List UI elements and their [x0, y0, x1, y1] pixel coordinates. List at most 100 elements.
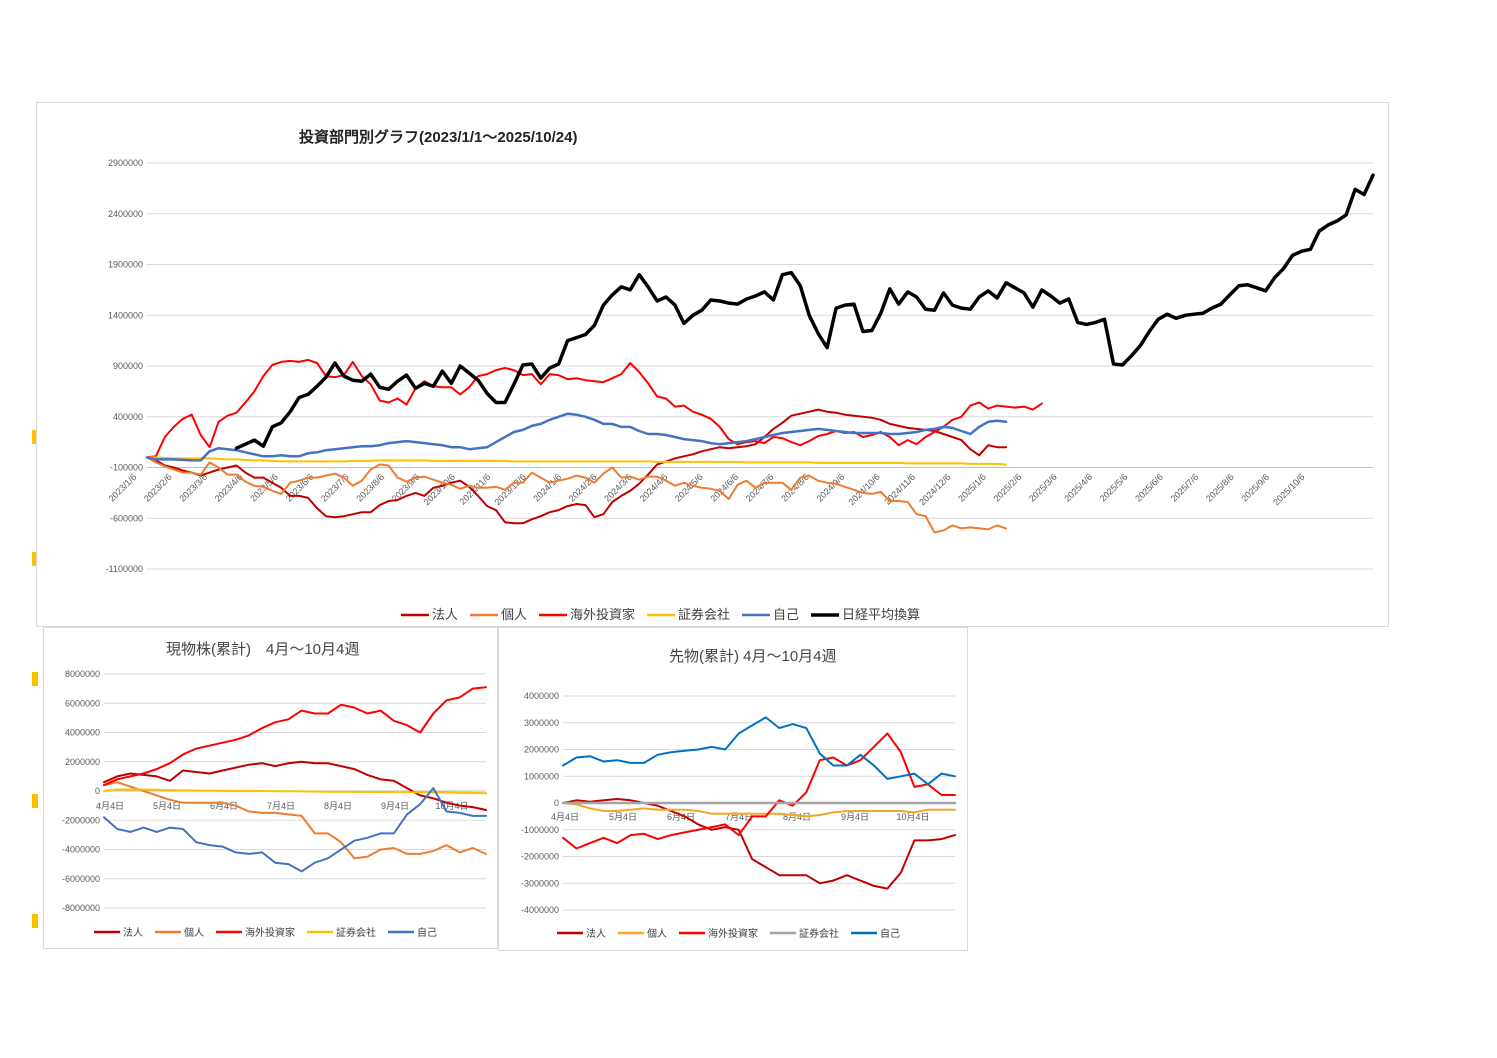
legend-label: 証券会社 — [336, 926, 376, 939]
legend-label: 自己 — [773, 607, 799, 622]
series-line — [103, 686, 487, 787]
x-tick-label: 10月4日 — [896, 812, 929, 822]
legend-label: 海外投資家 — [245, 926, 295, 939]
x-tick-label: 2025/9/6 — [1239, 472, 1271, 504]
x-tick-label: 2024/9/6 — [815, 472, 847, 504]
series-line — [146, 456, 1008, 466]
x-tick-label: 8月4日 — [783, 812, 811, 822]
y-tick-label: -2000000 — [62, 815, 100, 825]
x-tick-label: 2025/4/6 — [1062, 472, 1094, 504]
x-tick-label: 2023/2/6 — [142, 472, 174, 504]
y-tick-label: -8000000 — [62, 903, 100, 913]
x-tick-label: 2025/10/6 — [1271, 472, 1306, 507]
y-tick-label: -1000000 — [521, 825, 559, 835]
x-tick-label: 4月4日 — [551, 812, 579, 822]
investor-category-chart: 投資部門別グラフ(2023/1/1〜2025/10/24) 2900000 2400… — [106, 128, 1375, 622]
y-tick-label: 2000000 — [65, 757, 100, 767]
y-tick-label: 1900000 — [108, 260, 143, 270]
y-tick-label: 1000000 — [524, 771, 559, 781]
legend-label: 日経平均換算 — [842, 607, 920, 622]
x-tick-label: 2023/8/6 — [354, 472, 386, 504]
series-line — [234, 173, 1375, 450]
side-marker — [32, 914, 38, 928]
y-tick-label: 4000000 — [65, 728, 100, 738]
x-tick-label: 2023/3/6 — [177, 472, 209, 504]
series-line — [562, 802, 956, 818]
y-tick-label: 2900000 — [108, 158, 143, 168]
x-tick-label: 10月4日 — [435, 801, 468, 811]
legend-label: 海外投資家 — [570, 607, 635, 622]
x-tick-label: 9月4日 — [381, 801, 409, 811]
x-tick-label: 6月4日 — [667, 812, 695, 822]
x-tick-label: 6月4日 — [210, 801, 238, 811]
x-tick-label: 7月4日 — [725, 812, 753, 822]
cash-equity-cumulative-chart-panel: 現物株(累計) 4月〜10月4週 8000000 6000000 4000000 200… — [43, 627, 498, 949]
side-marker — [32, 552, 38, 566]
cash-equity-cumulative-chart: 現物株(累計) 4月〜10月4週 8000000 6000000 4000000 200… — [62, 641, 487, 939]
side-marker — [32, 672, 38, 686]
x-tick-label: 8月4日 — [324, 801, 352, 811]
y-tick-label: 900000 — [113, 361, 143, 371]
legend-label: 法人 — [123, 926, 143, 939]
x-tick-label: 2023/11/6 — [458, 472, 493, 507]
y-tick-label: 2000000 — [524, 745, 559, 755]
x-tick-label: 2025/6/6 — [1133, 472, 1165, 504]
y-tick-label: -100000 — [110, 463, 143, 473]
legend-label: 自己 — [880, 927, 900, 940]
series-line — [562, 798, 956, 890]
x-tick-label: 5月4日 — [153, 801, 181, 811]
y-tick-label: 2400000 — [108, 209, 143, 219]
x-tick-label: 2025/8/6 — [1204, 472, 1236, 504]
x-tick-label: 4月4日 — [96, 801, 124, 811]
investor-category-chart-panel: 投資部門別グラフ(2023/1/1〜2025/10/24) 2900000 2400… — [36, 102, 1389, 627]
series-line — [146, 408, 1008, 525]
chart-title: 現物株(累計) 4月〜10月4週 — [166, 641, 359, 658]
side-marker — [32, 794, 38, 808]
legend-label: 個人 — [184, 926, 204, 939]
legend-label: 自己 — [417, 926, 437, 939]
x-tick-label: 2023/1/6 — [107, 472, 139, 504]
y-tick-label: 1400000 — [108, 310, 143, 320]
series-line — [562, 716, 956, 786]
legend-label: 個人 — [647, 927, 667, 940]
y-tick-label: -4000000 — [521, 905, 559, 915]
series-line — [562, 732, 956, 850]
series-line — [103, 788, 487, 795]
x-tick-label: 2025/3/6 — [1027, 472, 1059, 504]
series-line — [103, 787, 487, 873]
legend-label: 証券会社 — [799, 927, 839, 940]
y-tick-label: 3000000 — [524, 718, 559, 728]
x-tick-label: 2023/12/6 — [492, 472, 527, 507]
y-tick-label: -3000000 — [521, 878, 559, 888]
chart-title: 先物(累計) 4月〜10月4週 — [669, 648, 837, 665]
y-tick-label: 6000000 — [65, 698, 100, 708]
x-tick-label: 2024/7/6 — [744, 472, 776, 504]
futures-cumulative-chart: 先物(累計) 4月〜10月4週 4000000 3000000 2000000 1000… — [521, 648, 957, 940]
series-line — [103, 760, 487, 811]
series-line — [146, 358, 1043, 459]
y-tick-label: 4000000 — [524, 691, 559, 701]
side-marker — [32, 430, 38, 444]
legend-label: 法人 — [432, 607, 458, 622]
x-tick-label: 2025/7/6 — [1169, 472, 1201, 504]
x-tick-label: 2025/2/6 — [992, 472, 1024, 504]
x-tick-label: 2024/12/6 — [917, 472, 952, 507]
series-line — [103, 781, 487, 860]
series-line — [145, 412, 1008, 462]
x-tick-label: 7月4日 — [267, 801, 295, 811]
y-tick-label: 400000 — [113, 412, 143, 422]
series-line — [146, 456, 1008, 534]
x-tick-label: 2025/5/6 — [1098, 472, 1130, 504]
legend-label: 証券会社 — [678, 607, 730, 622]
x-tick-label: 2025/1/6 — [956, 472, 988, 504]
y-tick-label: -6000000 — [62, 874, 100, 884]
y-tick-label: -4000000 — [62, 845, 100, 855]
y-tick-label: -1100000 — [106, 564, 143, 574]
legend-label: 海外投資家 — [708, 927, 758, 940]
y-tick-label: -2000000 — [521, 852, 559, 862]
y-tick-label: -600000 — [110, 513, 143, 523]
legend-label: 法人 — [586, 927, 606, 940]
chart-title: 投資部門別グラフ(2023/1/1〜2025/10/24) — [299, 128, 577, 146]
x-tick-label: 9月4日 — [841, 812, 869, 822]
y-tick-label: 0 — [95, 786, 100, 796]
